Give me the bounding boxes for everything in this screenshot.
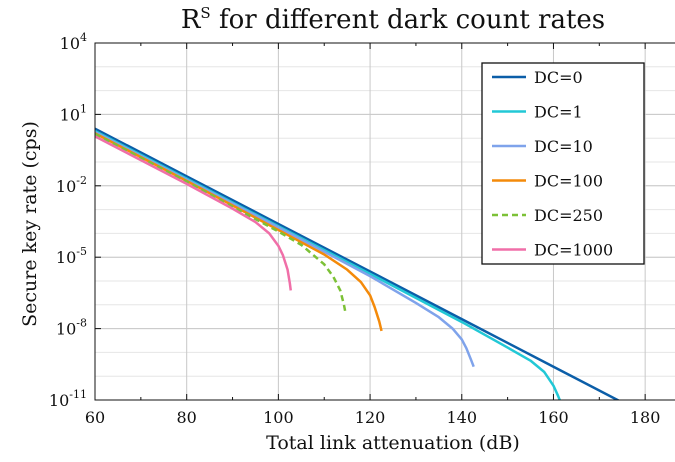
x-tick-label: 140: [446, 408, 477, 427]
plot-frame: [94, 42, 675, 401]
legend-box: [481, 62, 645, 265]
series-line-dc-10: [95, 131, 475, 368]
y-axis-label: Secure key rate (cps): [19, 121, 41, 327]
chart-title-main: R: [180, 5, 201, 35]
y-tick-label: 10-8: [56, 317, 87, 339]
series-line-dc-1000: [95, 135, 293, 291]
y-tick-label: 10-11: [49, 388, 87, 410]
legend-label: DC=100: [534, 172, 603, 191]
y-tick-label: 10-2: [56, 174, 87, 196]
chart-title-superscript: S: [200, 4, 211, 22]
series-line-dc-250: [95, 132, 347, 313]
legend-label: DC=10: [534, 137, 593, 156]
x-tick-label: 160: [538, 408, 569, 427]
legend-label: DC=0: [534, 68, 583, 87]
x-tick-label: 180: [630, 408, 661, 427]
y-tick-label: 104: [60, 31, 87, 53]
legend: DC=0 DC=1 DC=10 DC=100 DC=250 DC=1000: [481, 62, 645, 265]
chart-title: RS for different dark count rates: [95, 4, 675, 35]
series-line-dc-0: [95, 127, 621, 400]
y-tick-label: 101: [60, 102, 87, 124]
y-tick-label: 10-5: [56, 245, 87, 267]
legend-label: DC=1000: [534, 241, 613, 260]
legend-label: DC=250: [534, 206, 603, 225]
x-tick-label: 120: [355, 408, 386, 427]
x-tick-label: 80: [177, 408, 197, 427]
x-tick-label: 100: [263, 408, 294, 427]
x-axis-label: Total link attenuation (dB): [266, 432, 520, 454]
axis-ticks: 60 80 100 120 140 160 180 104 101 10-2 10-5 10-8 10-…: [49, 31, 661, 427]
series-group: [95, 127, 621, 400]
legend-label: DC=1: [534, 103, 583, 122]
chart-title-rest: for different dark count rates: [210, 5, 606, 35]
x-tick-label: 60: [85, 408, 105, 427]
